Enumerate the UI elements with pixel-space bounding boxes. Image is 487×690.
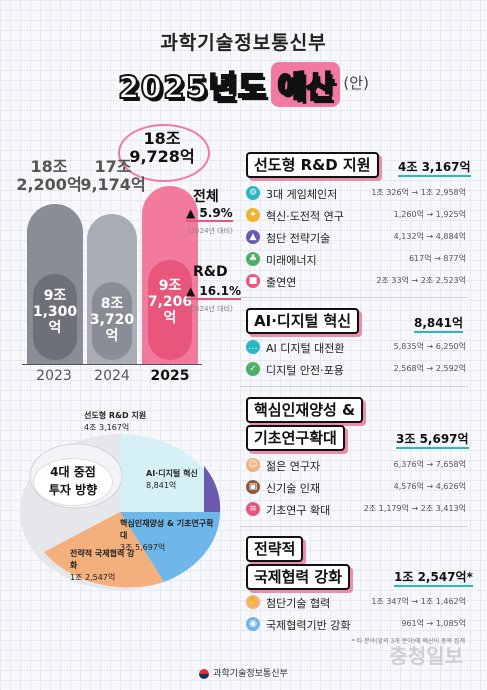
donut-label-3: 핵심인재양성 & 기초연구확대 3조 5,697억 xyxy=(120,519,214,552)
divider xyxy=(240,297,468,298)
stat-total-change-value: 5.9% xyxy=(199,206,233,220)
title-year: 2025년도 xyxy=(117,69,268,107)
title-highlight: 예산 xyxy=(271,62,341,107)
section-total-1: 4조 3,167억 xyxy=(398,158,471,177)
stat-rd-change: ▲ 16.1% xyxy=(186,284,242,300)
year-label-2025: 2025 xyxy=(150,368,190,384)
bar-label-2025-total: 18조 9,728억 xyxy=(129,129,195,166)
list-item: … AI 디지털 대전환 5,835억 → 6,250억 xyxy=(246,339,466,357)
building-icon: ■ xyxy=(246,274,260,288)
section-title-3a: 핵심인재양성 & xyxy=(246,397,364,423)
rocket-icon: ▲ xyxy=(246,230,260,244)
list-item: ♣ 미래에너지 617억 → 877억 xyxy=(246,251,466,269)
stat-rd-note: (2024년 대비) xyxy=(188,305,233,313)
gear-icon: ⚙ xyxy=(246,186,260,200)
stat-total-change: ▲ 5.9% xyxy=(186,206,233,222)
footer: 과학기술정보통신부 xyxy=(0,666,487,679)
section-title-3b: 기초연구확대 xyxy=(246,425,345,451)
year-label-2024: 2024 xyxy=(94,368,130,384)
bar-label-2023-total: 18조 2,200억 xyxy=(16,157,82,194)
bar-label-2024-rd: 8조 3,720억 xyxy=(89,296,135,344)
list-item: ■ 출연연 2조 33억 → 2조 2,523억 xyxy=(246,273,466,291)
focus-label: 4대 중점 투자 방향 xyxy=(34,459,112,505)
bar-label-2025-rd: 9조 7,206억 xyxy=(147,278,193,326)
donut-label-2: AI·디지털 혁신 8,841억 xyxy=(146,469,198,490)
watermark: 충청일보 xyxy=(389,644,463,668)
stat-rd-change-value: 16.1% xyxy=(199,284,242,298)
section-title-4b: 국제협력 강화 xyxy=(246,564,351,590)
list-item: ✓ 디지털 안전·포용 2,568억 → 2,592억 xyxy=(246,361,466,379)
section-title-1: 선도형 R&D 지원 xyxy=(246,152,379,178)
year-label-2023: 2023 xyxy=(36,368,72,384)
plant-icon: ♣ xyxy=(246,252,260,266)
bar-2024-rd xyxy=(92,282,132,360)
list-item: ▲ 첨단 전략기술 4,132억 → 4,884억 xyxy=(246,229,466,247)
main-title: 2025년도 예산 (안) xyxy=(0,62,487,107)
section-title-2: AI·디지털 혁신 xyxy=(246,308,360,334)
list-item: ✋ 첨단기술 협력 1조 347억 → 1조 1,462억 xyxy=(246,595,466,610)
handshake-icon: ✋ xyxy=(246,595,260,609)
donut-segment-1 xyxy=(120,434,220,512)
donut-label-4: 전략적 국제협력 강화 1조 2,547억 xyxy=(70,549,135,582)
donut-segment-2 xyxy=(204,466,221,512)
donut-segment-3 xyxy=(120,512,220,582)
section-total-4: 1조 2,547억* xyxy=(394,568,473,587)
section-title-4a: 전략적 xyxy=(246,536,304,562)
highlight-circle xyxy=(118,124,210,182)
shield-icon: ✓ xyxy=(246,362,260,376)
list-item: ✦ 혁신·도전적 연구 1,260억 → 1,925억 xyxy=(246,207,466,225)
donut-label-1: 선도형 R&D 지원 4조 3,167억 xyxy=(84,411,147,432)
donut-segment-4 xyxy=(44,512,164,588)
footnote: * 타 분야(앞의 3개 분야)에 예산이 중복 집계 xyxy=(351,638,465,645)
ministry-title: 과학기술정보통신부 xyxy=(160,32,327,54)
bulb-icon: ✦ xyxy=(246,208,260,222)
chart-baseline xyxy=(22,364,202,365)
list-item: ⚙ 3대 게임체인저 1조 326억 → 1조 2,958억 xyxy=(246,185,466,203)
bar-label-2024-total: 17조 9,174억 xyxy=(80,157,146,194)
divider xyxy=(240,386,468,387)
globe-icon: ◉ xyxy=(246,617,260,631)
stat-total-label: 전체 xyxy=(193,189,219,205)
list-item: ▣ 신기술 인재 4,576억 → 4,626억 xyxy=(246,479,466,497)
list-item: ☺ 젊은 연구자 6,376억 → 7,658억 xyxy=(246,457,466,475)
section-total-2: 8,841억 xyxy=(414,314,463,333)
budget-bar-chart: 18조 2,200억 17조 9,174억 18조 9,728억 9조 1,30… xyxy=(0,120,240,390)
section-total-3: 3조 5,697억 xyxy=(396,430,469,449)
list-item: ≡ 기초연구 확대 2조 1,179억 → 2조 3,413억 xyxy=(246,501,466,519)
person-icon: ☺ xyxy=(246,458,260,472)
list-item: ◉ 국제협력기반 강화 961억 → 1,085억 xyxy=(246,616,466,634)
footer-ministry: 과학기술정보통신부 xyxy=(213,669,288,679)
ministry-logo-icon xyxy=(199,668,210,679)
stat-total-note: (2024년 대비) xyxy=(188,227,233,235)
bar-2023-rd xyxy=(33,274,77,360)
stat-rd-label: R&D xyxy=(193,264,228,280)
title-suffix: (안) xyxy=(343,74,369,92)
bar-label-2023-rd: 9조 1,300억 xyxy=(32,288,78,336)
divider xyxy=(240,526,468,527)
bar-2025-rd xyxy=(148,260,192,360)
chat-icon: … xyxy=(246,340,260,354)
document-icon: ≡ xyxy=(246,502,260,516)
briefcase-icon: ▣ xyxy=(246,480,260,494)
